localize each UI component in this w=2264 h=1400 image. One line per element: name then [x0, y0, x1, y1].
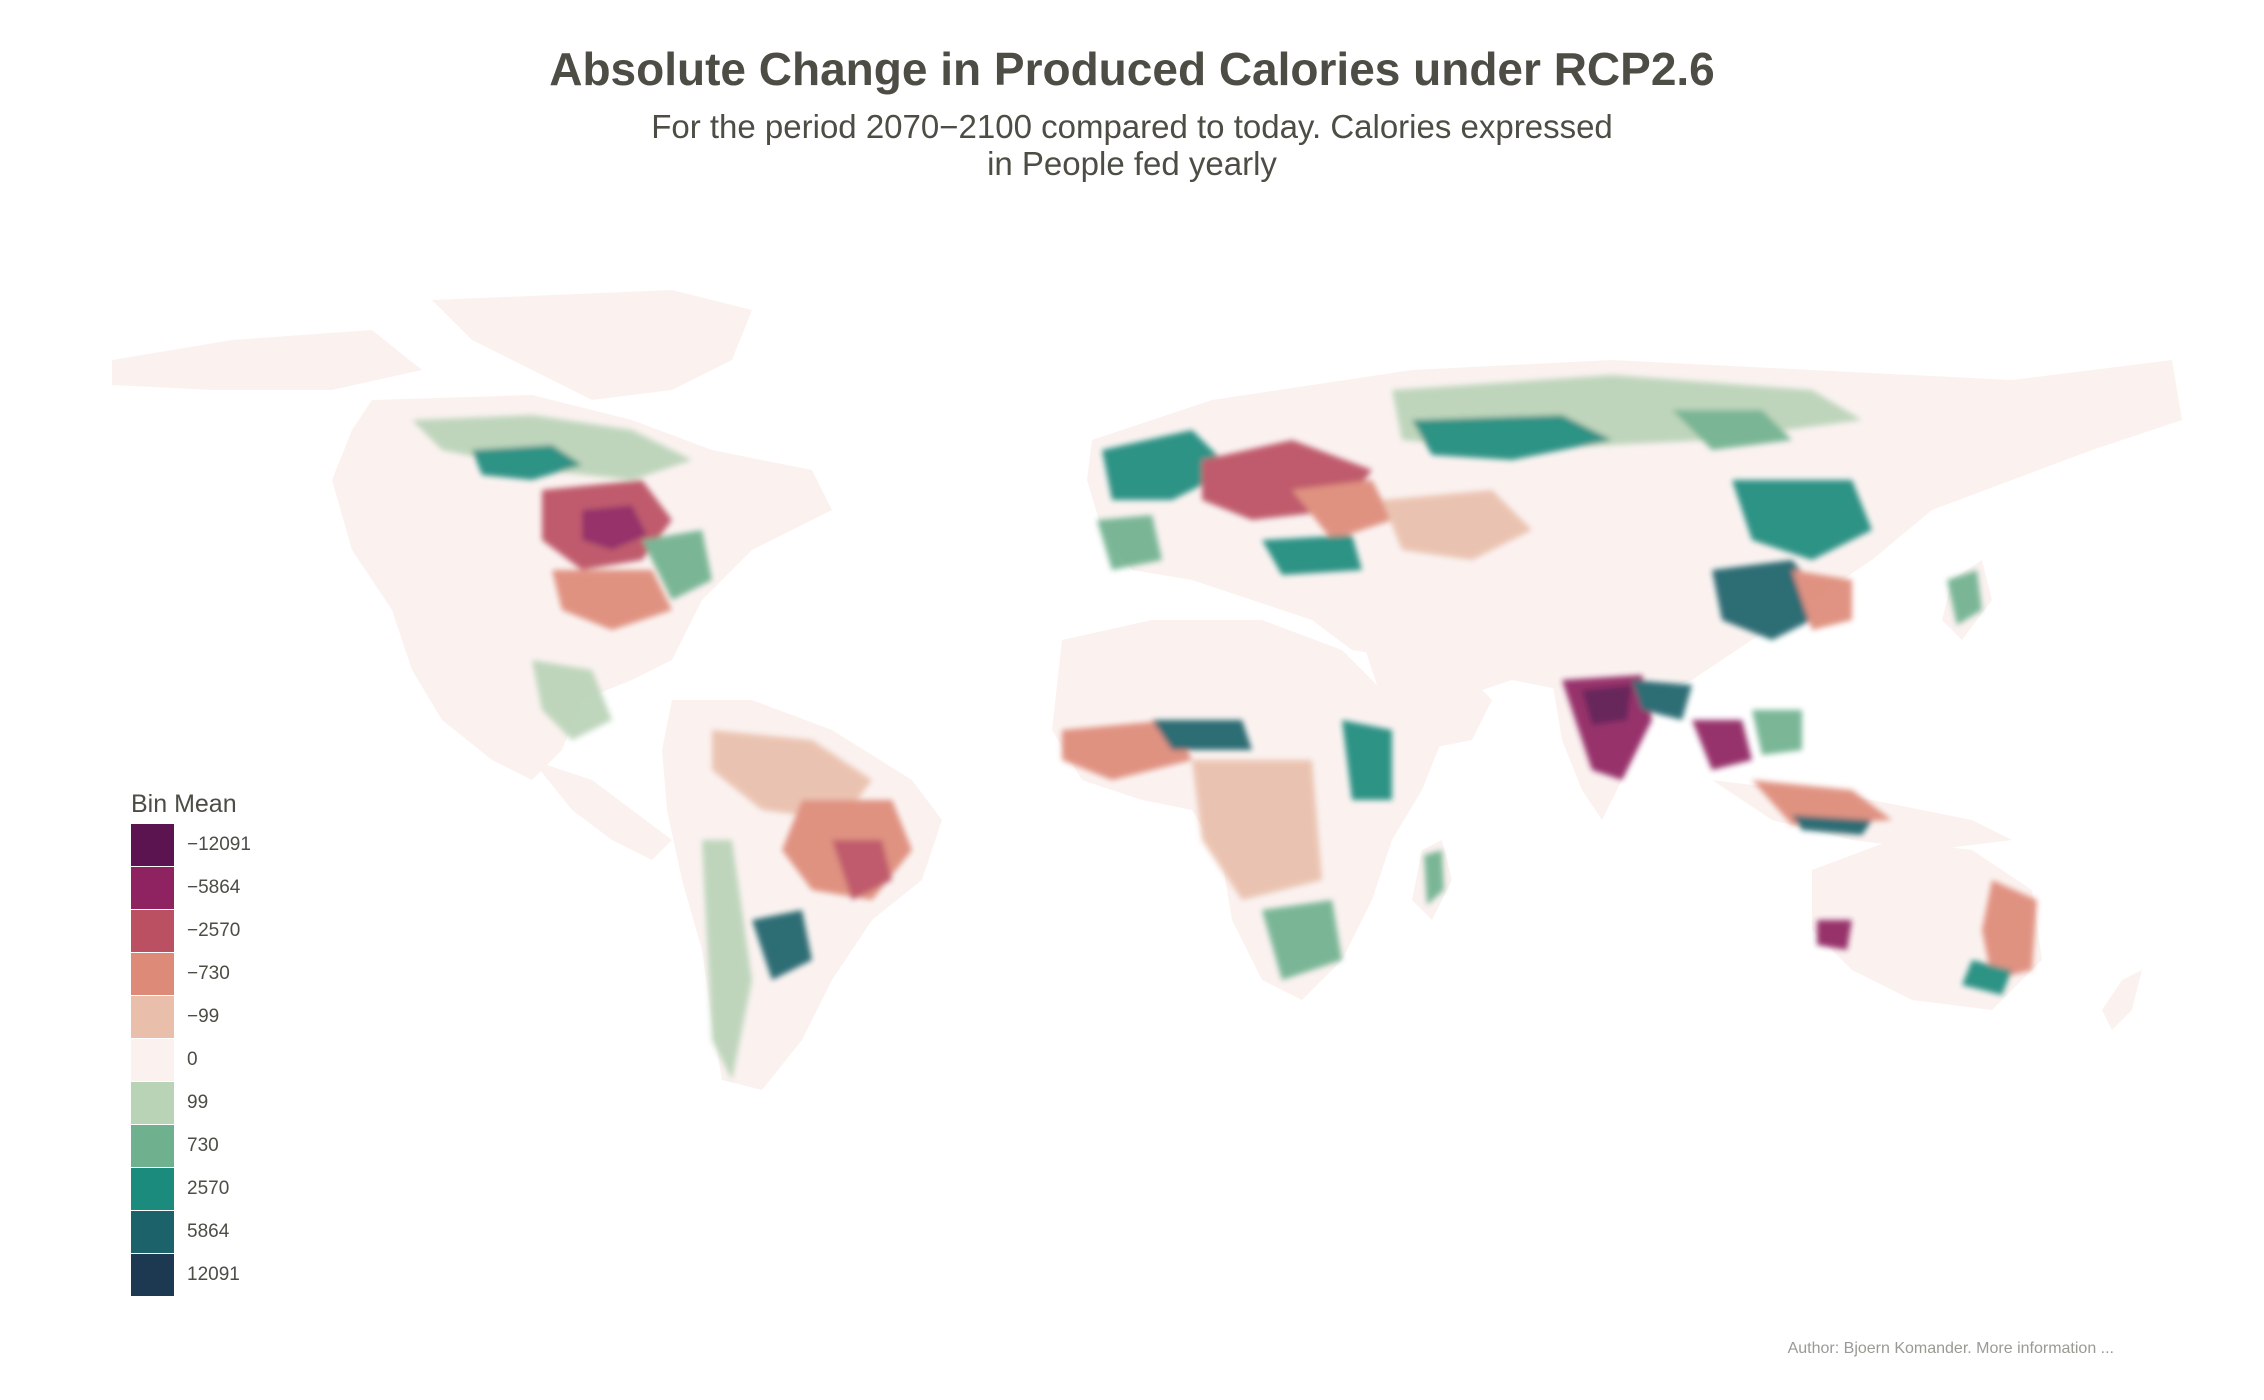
- japan-gain: [1947, 570, 1982, 625]
- mexico-mix: [532, 660, 612, 740]
- us-east-green: [642, 530, 712, 600]
- seasia-gain: [1752, 710, 1802, 755]
- australia-east-gain: [1962, 960, 2012, 995]
- indonesia-loss: [1752, 780, 1892, 825]
- legend-item: 12091: [131, 1253, 251, 1296]
- legend-swatch: [131, 952, 174, 995]
- legend-swatch: [131, 1167, 174, 1210]
- legend-item: −99: [131, 995, 251, 1038]
- argentina-gain: [752, 910, 812, 980]
- arctic-islands: [112, 330, 422, 390]
- turkey-gain: [1262, 535, 1362, 575]
- siberia-teal: [1412, 415, 1612, 460]
- legend-swatch: [131, 1038, 174, 1081]
- legend-rows: −12091 −5864 −2570 −730 −99 0 99 730 2570 5864 120…: [131, 823, 251, 1296]
- world-map: [112, 290, 2182, 1090]
- arabia: [1362, 640, 1492, 750]
- ukraine-loss: [1292, 480, 1392, 540]
- new-zealand: [2102, 970, 2142, 1030]
- legend-item: −730: [131, 952, 251, 995]
- legend-title: Bin Mean: [131, 790, 237, 818]
- legend-item: −12091: [131, 823, 251, 866]
- legend-item: −2570: [131, 909, 251, 952]
- legend-item: 5864: [131, 1210, 251, 1253]
- legend-label: −5864: [187, 876, 241, 898]
- madagascar-gain: [1424, 850, 1444, 905]
- legend-item: 730: [131, 1124, 251, 1167]
- legend-label: 12091: [187, 1263, 240, 1285]
- amazon: [712, 730, 872, 820]
- legend-item: 99: [131, 1081, 251, 1124]
- change-overlay: [412, 375, 2037, 1080]
- south-africa-gain: [1262, 900, 1342, 980]
- us-loss-dark: [582, 505, 647, 550]
- sahel-gain: [1152, 720, 1252, 750]
- india-dark: [1582, 685, 1632, 725]
- europe-gain: [1102, 430, 1232, 500]
- russia-east-gain: [1672, 410, 1792, 450]
- legend-label: 0: [187, 1048, 198, 1070]
- andes-green: [702, 840, 752, 1080]
- eurasia: [1087, 360, 2182, 700]
- brazil-east: [832, 840, 892, 900]
- china-north-gain: [1732, 480, 1872, 560]
- legend-swatch: [131, 823, 174, 866]
- legend-swatch: [131, 1081, 174, 1124]
- sahel-loss: [1062, 720, 1192, 780]
- legend-swatch: [131, 1210, 174, 1253]
- legend-label: −730: [187, 962, 230, 984]
- legend-swatch: [131, 909, 174, 952]
- east-africa-gain: [1342, 720, 1392, 800]
- legend-item: 2570: [131, 1167, 251, 1210]
- legend-label: 2570: [187, 1177, 230, 1199]
- legend-label: 730: [187, 1134, 219, 1156]
- legend-item: 0: [131, 1038, 251, 1081]
- legend-swatch: [131, 866, 174, 909]
- iberia-gain: [1097, 515, 1162, 570]
- central-asia: [1382, 490, 1532, 560]
- greenland: [432, 290, 752, 400]
- australia-east: [1982, 880, 2037, 980]
- author-caption: Author: Bjoern Komander. More informatio…: [1787, 1340, 2114, 1357]
- canada-teal: [472, 445, 582, 480]
- legend-item: −5864: [131, 866, 251, 909]
- map-subtitle: For the period 2070−2100 compared to tod…: [0, 108, 2264, 182]
- java-gain: [1792, 815, 1872, 835]
- legend-label: −2570: [187, 919, 241, 941]
- us-south-mix: [552, 570, 672, 630]
- australia-west-loss: [1817, 920, 1852, 950]
- china-loss: [1792, 570, 1852, 630]
- legend-swatch: [131, 1124, 174, 1167]
- seasia-loss: [1692, 720, 1752, 770]
- ganges-gain: [1632, 680, 1692, 720]
- subtitle-line-1: For the period 2070−2100 compared to tod…: [651, 108, 1613, 145]
- legend: Bin Mean −12091 −5864 −2570 −730 −99 0 99 730 25…: [131, 790, 251, 1296]
- map-title: Absolute Change in Produced Calories und…: [549, 43, 1715, 95]
- legend-label: −12091: [187, 833, 251, 855]
- subtitle-line-2: in People fed yearly: [987, 145, 1277, 182]
- legend-swatch: [131, 995, 174, 1038]
- legend-label: 99: [187, 1091, 209, 1113]
- legend-label: 5864: [187, 1220, 230, 1242]
- legend-label: −99: [187, 1005, 220, 1027]
- legend-swatch: [131, 1253, 174, 1296]
- land-base: [112, 290, 2182, 1090]
- central-america: [532, 760, 672, 860]
- central-africa: [1192, 760, 1322, 900]
